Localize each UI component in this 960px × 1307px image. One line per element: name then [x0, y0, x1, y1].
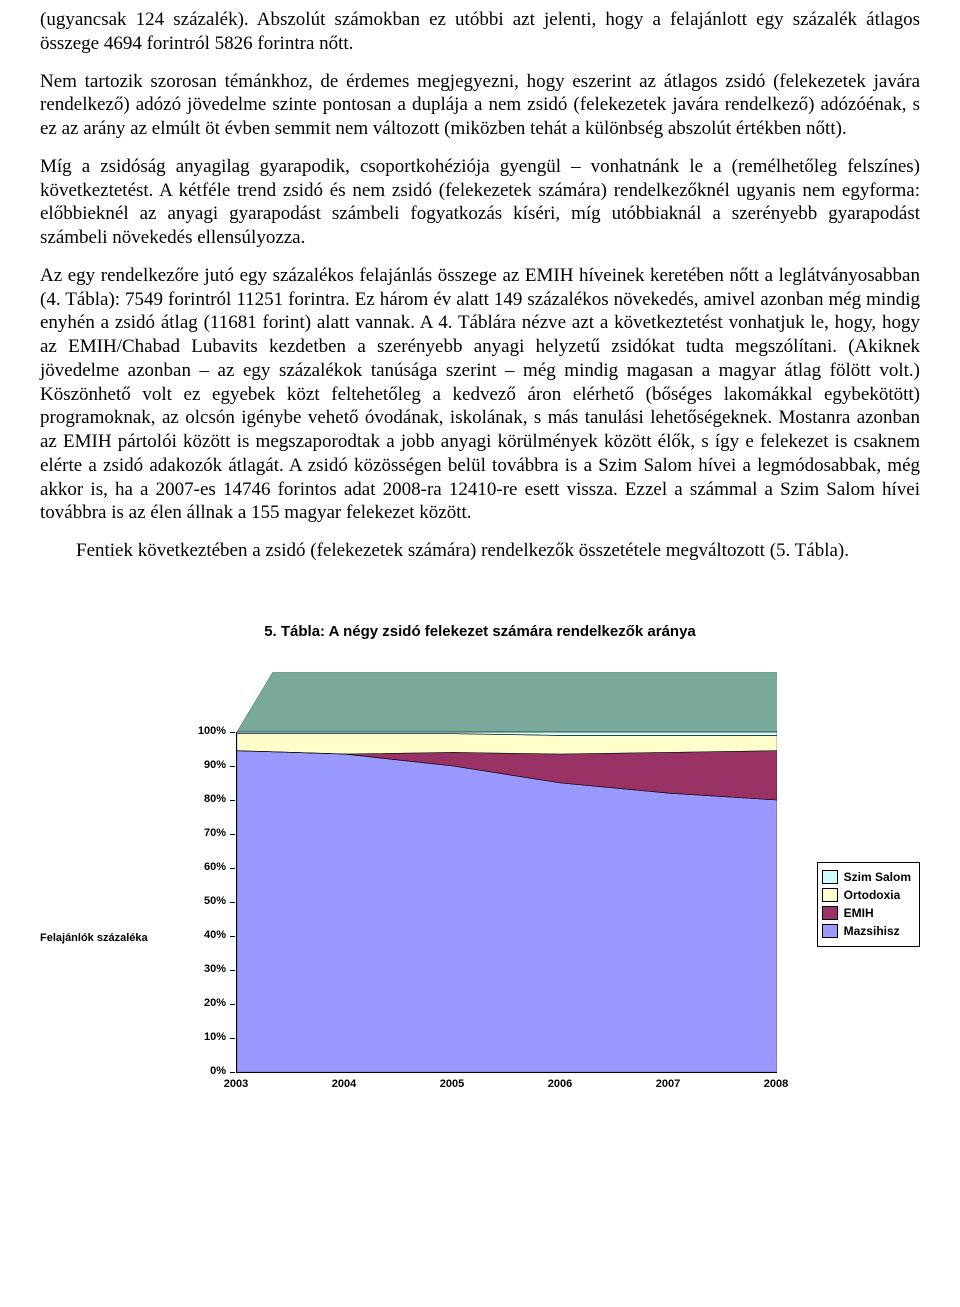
legend-label: EMIH [844, 906, 874, 921]
paragraph-4: Az egy rendelkezőre jutó egy százalékos … [40, 264, 920, 525]
x-tick-label: 2007 [656, 1078, 680, 1092]
y-tick-label: 60% [190, 861, 226, 875]
legend-item: Szim Salom [822, 870, 911, 885]
legend-label: Mazsihisz [844, 924, 900, 939]
legend-item: Mazsihisz [822, 924, 911, 939]
stacked-area-svg [237, 672, 777, 1072]
y-tick-label: 80% [190, 793, 226, 807]
x-tick-label: 2004 [332, 1078, 356, 1092]
paragraph-1: (ugyancsak 124 százalék). Abszolút számo… [40, 8, 920, 56]
legend-swatch [822, 924, 838, 938]
chart-container: Felajánlók százaléka 0% 10% 20% 30% 40% 50% 60… [40, 732, 920, 1162]
y-tick-label: 100% [190, 725, 226, 739]
chart-title: 5. Tábla: A négy zsidó felekezet számára… [40, 623, 920, 642]
legend-swatch [822, 870, 838, 884]
legend-label: Szim Salom [844, 870, 911, 885]
paragraph-5: Fentiek következtében a zsidó (felekezet… [40, 539, 920, 563]
paragraph-3: Míg a zsidóság anyagilag gyarapodik, cso… [40, 155, 920, 250]
y-tick-label: 30% [190, 963, 226, 977]
y-tick-label: 20% [190, 997, 226, 1011]
y-tick-label: 10% [190, 1031, 226, 1045]
y-axis-ticks: 0%10%20%30%40%50%60%70%80%90%100% [190, 732, 226, 1072]
chart-plot-area [236, 732, 777, 1073]
y-tick-label: 50% [190, 895, 226, 909]
y-tick-label: 0% [190, 1065, 226, 1079]
paragraph-2: Nem tartozik szorosan témánkhoz, de érde… [40, 70, 920, 141]
y-tick-label: 90% [190, 759, 226, 773]
legend-label: Ortodoxia [844, 888, 901, 903]
legend-swatch [822, 888, 838, 902]
x-tick-label: 2005 [440, 1078, 464, 1092]
legend-item: Ortodoxia [822, 888, 911, 903]
x-tick-label: 2003 [224, 1078, 248, 1092]
legend-swatch [822, 906, 838, 920]
y-tick-label: 40% [190, 929, 226, 943]
y-tick-label: 70% [190, 827, 226, 841]
y-axis-label: Felajánlók százaléka [40, 932, 148, 946]
x-axis-ticks: 200320042005200620072008 [236, 1078, 776, 1098]
chart-legend: Szim Salom Ortodoxia EMIH Mazsihisz [817, 862, 920, 947]
x-tick-label: 2006 [548, 1078, 572, 1092]
x-tick-label: 2008 [764, 1078, 788, 1092]
legend-item: EMIH [822, 906, 911, 921]
